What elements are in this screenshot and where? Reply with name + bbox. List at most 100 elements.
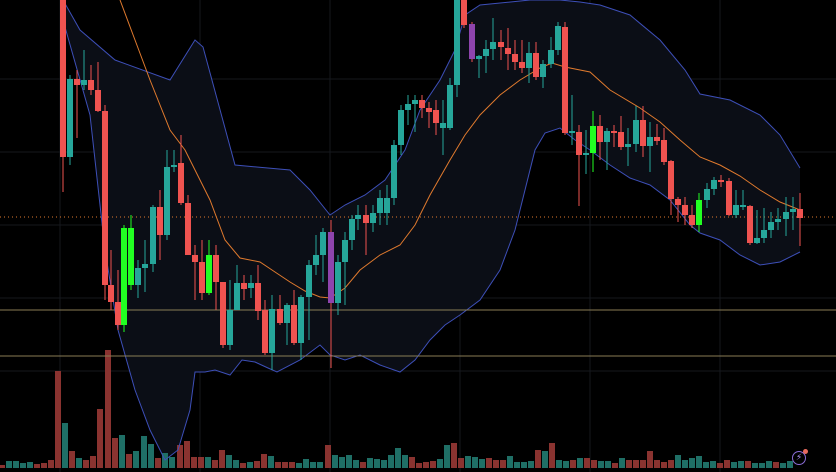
candle: [661, 128, 667, 165]
volume-bar: [465, 456, 471, 468]
volume-bar: [133, 451, 139, 468]
volume-bar: [633, 460, 639, 468]
volume-bar: [647, 451, 653, 468]
volume-bar: [738, 461, 744, 468]
candle: [157, 190, 163, 260]
volume-bar: [668, 460, 674, 468]
volume-bar: [626, 460, 632, 468]
candle: [234, 265, 240, 310]
volume-bar: [689, 458, 695, 468]
volume-bar: [703, 462, 709, 468]
volume-bar: [780, 463, 786, 468]
volume-bar: [374, 459, 380, 468]
candle: [469, 22, 475, 62]
candle: [150, 205, 156, 272]
volume-bar: [13, 461, 19, 468]
volume-bar: [724, 460, 730, 468]
volume-bar: [83, 460, 89, 468]
candle: [440, 100, 446, 155]
volume-bar: [409, 457, 415, 468]
volume-bar: [112, 438, 118, 468]
candle: [768, 212, 774, 238]
candle: [88, 65, 94, 95]
lightning-icon[interactable]: ⚡: [792, 451, 806, 465]
volume-bar: [654, 460, 660, 468]
volume-bar: [296, 463, 302, 468]
candle: [704, 183, 710, 208]
volume-bar: [458, 458, 464, 468]
volume-bar: [325, 445, 331, 468]
candle: [533, 42, 539, 80]
notification-dot: [803, 449, 808, 454]
candle: [227, 280, 233, 350]
volume-bar: [6, 461, 12, 468]
volume-bar: [191, 457, 197, 468]
volume-bar: [710, 461, 716, 468]
candle: [206, 240, 212, 295]
volume-bar: [353, 460, 359, 468]
volume-bar: [148, 444, 154, 468]
volume-bar: [226, 455, 232, 468]
candle: [790, 197, 796, 230]
candle: [675, 197, 681, 222]
volume-bar: [563, 461, 569, 468]
bollinger-lower-band: [62, 19, 801, 461]
volume-bar: [605, 461, 611, 468]
candle: [761, 208, 767, 243]
volume-bar: [598, 461, 604, 468]
volume-bar: [184, 441, 190, 468]
candle: [391, 140, 397, 205]
candle: [164, 150, 170, 240]
candle: [142, 240, 148, 292]
volume-bar: [717, 463, 723, 468]
candle: [199, 240, 205, 300]
volume-bar: [55, 371, 61, 468]
volume-bar: [549, 443, 555, 468]
candle: [248, 275, 254, 298]
candle: [611, 125, 617, 147]
candle: [682, 197, 688, 225]
volume-bar: [141, 436, 147, 468]
volume-bar: [303, 459, 309, 468]
volume-bar: [619, 458, 625, 468]
volume-bar: [521, 462, 527, 468]
volume-bar: [62, 423, 68, 468]
volume-bar: [591, 460, 597, 468]
candle: [597, 115, 603, 160]
volume-bar: [640, 460, 646, 468]
volume-bar: [731, 462, 737, 468]
candle: [569, 95, 575, 145]
candle: [313, 235, 319, 275]
candle: [740, 190, 746, 210]
volume-bar: [34, 464, 40, 468]
volume-bar: [367, 458, 373, 468]
volume-bar: [381, 460, 387, 468]
candle: [540, 60, 546, 88]
volume-bar: [247, 462, 253, 468]
volume-bar: [773, 462, 779, 468]
volume-bar: [198, 457, 204, 468]
candle: [555, 22, 561, 55]
volume-bar: [119, 435, 125, 468]
volume-bar: [577, 458, 583, 468]
candle: [426, 102, 432, 128]
volume-bar: [402, 455, 408, 468]
candle: [604, 128, 610, 170]
candle: [647, 122, 653, 172]
candle: [633, 106, 639, 152]
candle: [74, 70, 80, 138]
candle: [269, 295, 275, 370]
volume-bar: [219, 450, 225, 468]
candle: [291, 290, 297, 345]
horizontal-level-lines[interactable]: [0, 309, 836, 357]
volume-bar: [388, 455, 394, 468]
volume-bar: [528, 461, 534, 468]
candle: [576, 125, 582, 206]
bollinger-upper-band: [62, 0, 801, 216]
volume-bar: [535, 450, 541, 468]
volume-bar: [507, 456, 513, 468]
candle: [640, 106, 646, 157]
volume-bar: [514, 462, 520, 468]
candle: [108, 250, 114, 310]
